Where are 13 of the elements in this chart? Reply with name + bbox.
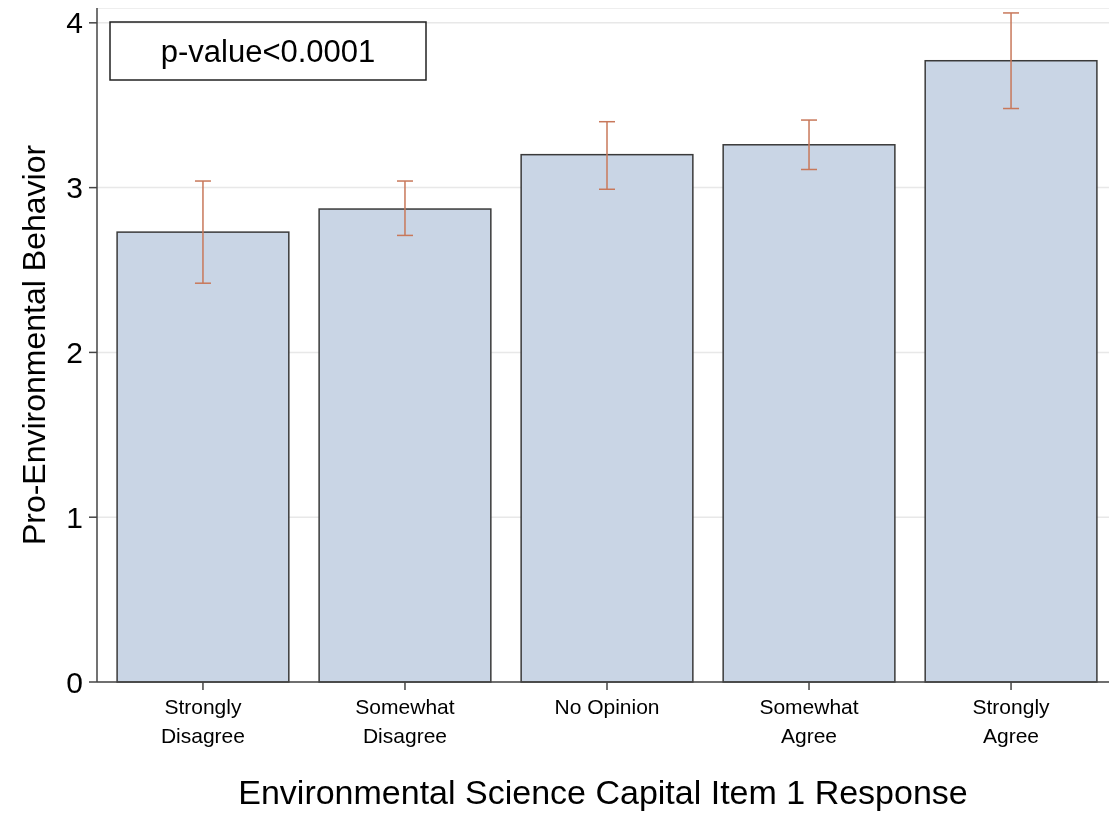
y-tick-label: 1 (66, 500, 83, 534)
x-tick-label: Strongly Disagree (160, 695, 245, 747)
x-tick-label: Somewhat Disagree (355, 695, 455, 747)
x-axis-title: Environmental Science Capital Item 1 Response (238, 773, 968, 811)
x-tick-label: No Opinion (554, 695, 660, 718)
annotation: p-value<0.0001 (160, 33, 376, 69)
y-tick-label: 3 (66, 171, 83, 205)
y-tick-label: 4 (66, 6, 83, 40)
x-tick-label: Strongly Agree (972, 695, 1051, 747)
x-tick-label: Somewhat Agree (759, 695, 859, 747)
y-tick-label: 2 (66, 335, 83, 369)
y-tick-label: 0 (66, 665, 83, 699)
y-axis-title: Pro-Environmental Behavior (16, 144, 53, 546)
